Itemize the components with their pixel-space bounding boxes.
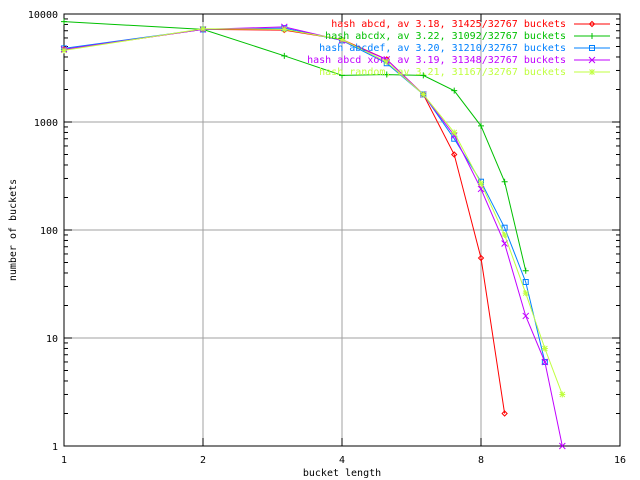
data-point (383, 58, 390, 65)
series-line (63, 26, 563, 447)
legend-marker (588, 56, 596, 64)
series-1 (60, 26, 508, 417)
x-tick-label: 1 (61, 455, 67, 466)
data-point (420, 91, 427, 98)
series-line (63, 21, 527, 271)
series-line (63, 28, 506, 414)
x-tick-label: 16 (614, 455, 626, 466)
data-point (383, 71, 390, 78)
data-point (61, 47, 67, 54)
data-point (541, 358, 548, 365)
data-point (339, 72, 345, 79)
data-point (522, 279, 529, 286)
legend-label: hash abcdef, av 3.20, 31210/32767 bucket… (319, 43, 566, 54)
data-point (200, 25, 206, 32)
legend-label: hash random, av 3.21, 31167/32767 bucket… (319, 67, 566, 78)
x-tick-label: 8 (478, 455, 484, 466)
y-tick-label: 100 (40, 226, 58, 237)
legend-marker (589, 69, 595, 75)
y-tick-label: 1 (52, 442, 58, 453)
data-point (558, 442, 566, 450)
series-4 (60, 23, 566, 450)
x-axis-label: bucket length (303, 468, 381, 479)
grid (64, 14, 620, 446)
data-point (501, 224, 508, 231)
data-point (541, 345, 548, 352)
data-point (420, 72, 427, 79)
x-tick-label: 2 (200, 455, 206, 466)
data-point (559, 391, 566, 398)
data-point (501, 178, 508, 185)
legend-label: hash abcd, av 3.18, 31425/32767 buckets (331, 19, 566, 30)
data-point (61, 18, 67, 25)
y-tick-label: 10000 (28, 10, 58, 21)
data-point (541, 358, 549, 366)
data-point (339, 36, 345, 43)
data-point (478, 180, 484, 187)
series-5 (61, 25, 566, 398)
y-tick-label: 1000 (34, 118, 58, 129)
legend-label: hash abcdx, av 3.22, 31092/32767 buckets (325, 31, 566, 42)
y-axis-label: number of buckets (8, 179, 19, 281)
data-point (450, 132, 458, 139)
data-point (501, 410, 508, 417)
series-layer (60, 18, 566, 450)
data-point (451, 151, 458, 158)
y-tick-label: 10 (46, 334, 58, 345)
data-point (477, 254, 485, 262)
data-point (451, 129, 458, 136)
data-point (281, 26, 288, 33)
series-line (63, 28, 563, 395)
legend: hash abcd, av 3.18, 31425/32767 bucketsh… (307, 19, 610, 78)
data-point (281, 52, 288, 59)
data-point (478, 122, 484, 129)
legend-marker (589, 33, 595, 39)
series-line (63, 27, 546, 363)
data-point (522, 290, 529, 297)
x-tick-label: 4 (339, 455, 345, 466)
legend-marker (589, 45, 595, 51)
legend-label: hash abcd xor, av 3.19, 31348/32767 buck… (307, 55, 566, 66)
axis-ticks: 1 10 100 1000 10000 1 2 4 8 16 (28, 10, 626, 466)
legend-marker (588, 20, 596, 28)
data-point (451, 87, 458, 94)
data-point (501, 231, 508, 238)
data-point (522, 267, 529, 274)
data-point (522, 312, 530, 320)
